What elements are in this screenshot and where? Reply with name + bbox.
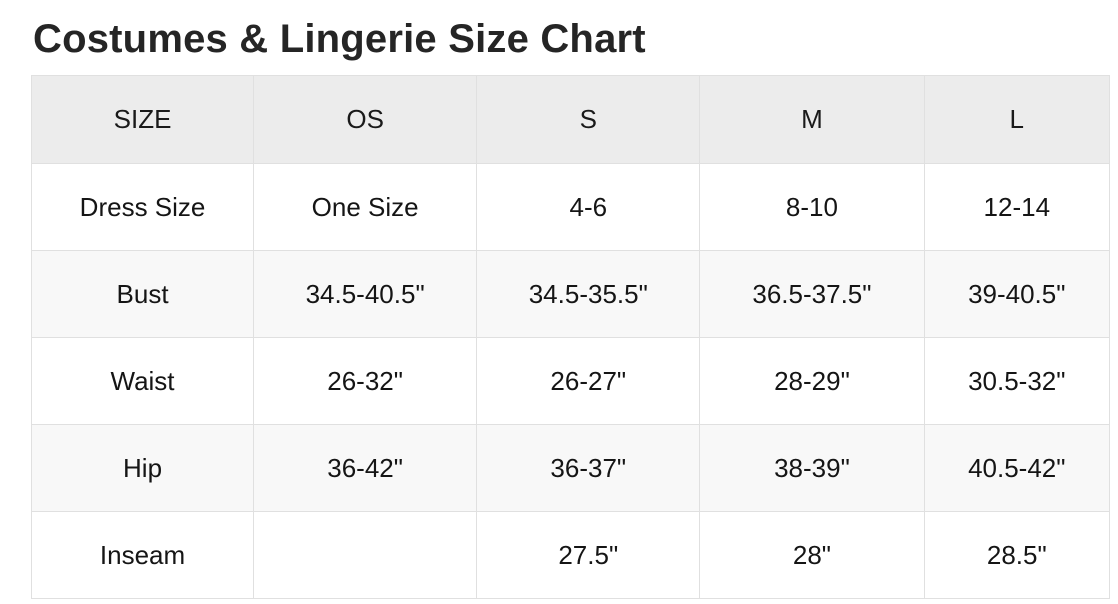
table-row-hip: Hip 36-42" 36-37" 38-39" 40.5-42" <box>30 424 1111 512</box>
size-chart-table: SIZE OS S M L Dress Size One Size 4-6 8-… <box>30 75 1111 599</box>
table-cell <box>253 511 478 599</box>
table-row-waist: Waist 26-32" 26-27" 28-29" 30.5-32" <box>30 337 1111 425</box>
table-cell: 36.5-37.5" <box>699 250 925 338</box>
table-cell: 39-40.5" <box>923 250 1111 338</box>
table-cell: 28-29" <box>699 337 925 425</box>
table-cell: One Size <box>253 163 478 251</box>
row-label: Dress Size <box>30 163 255 251</box>
table-cell: 28" <box>699 511 925 599</box>
table-cell: 27.5" <box>476 511 701 599</box>
table-cell: 36-42" <box>253 424 478 512</box>
table-row-inseam: Inseam 27.5" 28" 28.5" <box>30 511 1111 599</box>
table-cell: 26-27" <box>476 337 701 425</box>
table-cell: 12-14 <box>923 163 1111 251</box>
row-label: Waist <box>30 337 255 425</box>
table-row-dress-size: Dress Size One Size 4-6 8-10 12-14 <box>30 163 1111 251</box>
table-cell: 40.5-42" <box>923 424 1111 512</box>
table-cell: 34.5-40.5" <box>253 250 478 338</box>
table-cell: 34.5-35.5" <box>476 250 701 338</box>
table-cell: 28.5" <box>923 511 1111 599</box>
column-header-os: OS <box>253 75 478 164</box>
row-label: Hip <box>30 424 255 512</box>
table-cell: 30.5-32" <box>923 337 1111 425</box>
table-row-bust: Bust 34.5-40.5" 34.5-35.5" 36.5-37.5" 39… <box>30 250 1111 338</box>
table-cell: 4-6 <box>476 163 701 251</box>
column-header-size: SIZE <box>30 75 255 164</box>
table-cell: 36-37" <box>476 424 701 512</box>
table-cell: 8-10 <box>699 163 925 251</box>
column-header-s: S <box>476 75 701 164</box>
table-header-row: SIZE OS S M L <box>30 75 1111 164</box>
row-label: Inseam <box>30 511 255 599</box>
row-label: Bust <box>30 250 255 338</box>
column-header-l: L <box>923 75 1111 164</box>
table-cell: 26-32" <box>253 337 478 425</box>
column-header-m: M <box>699 75 925 164</box>
page-title: Costumes & Lingerie Size Chart <box>33 17 646 61</box>
table-cell: 38-39" <box>699 424 925 512</box>
